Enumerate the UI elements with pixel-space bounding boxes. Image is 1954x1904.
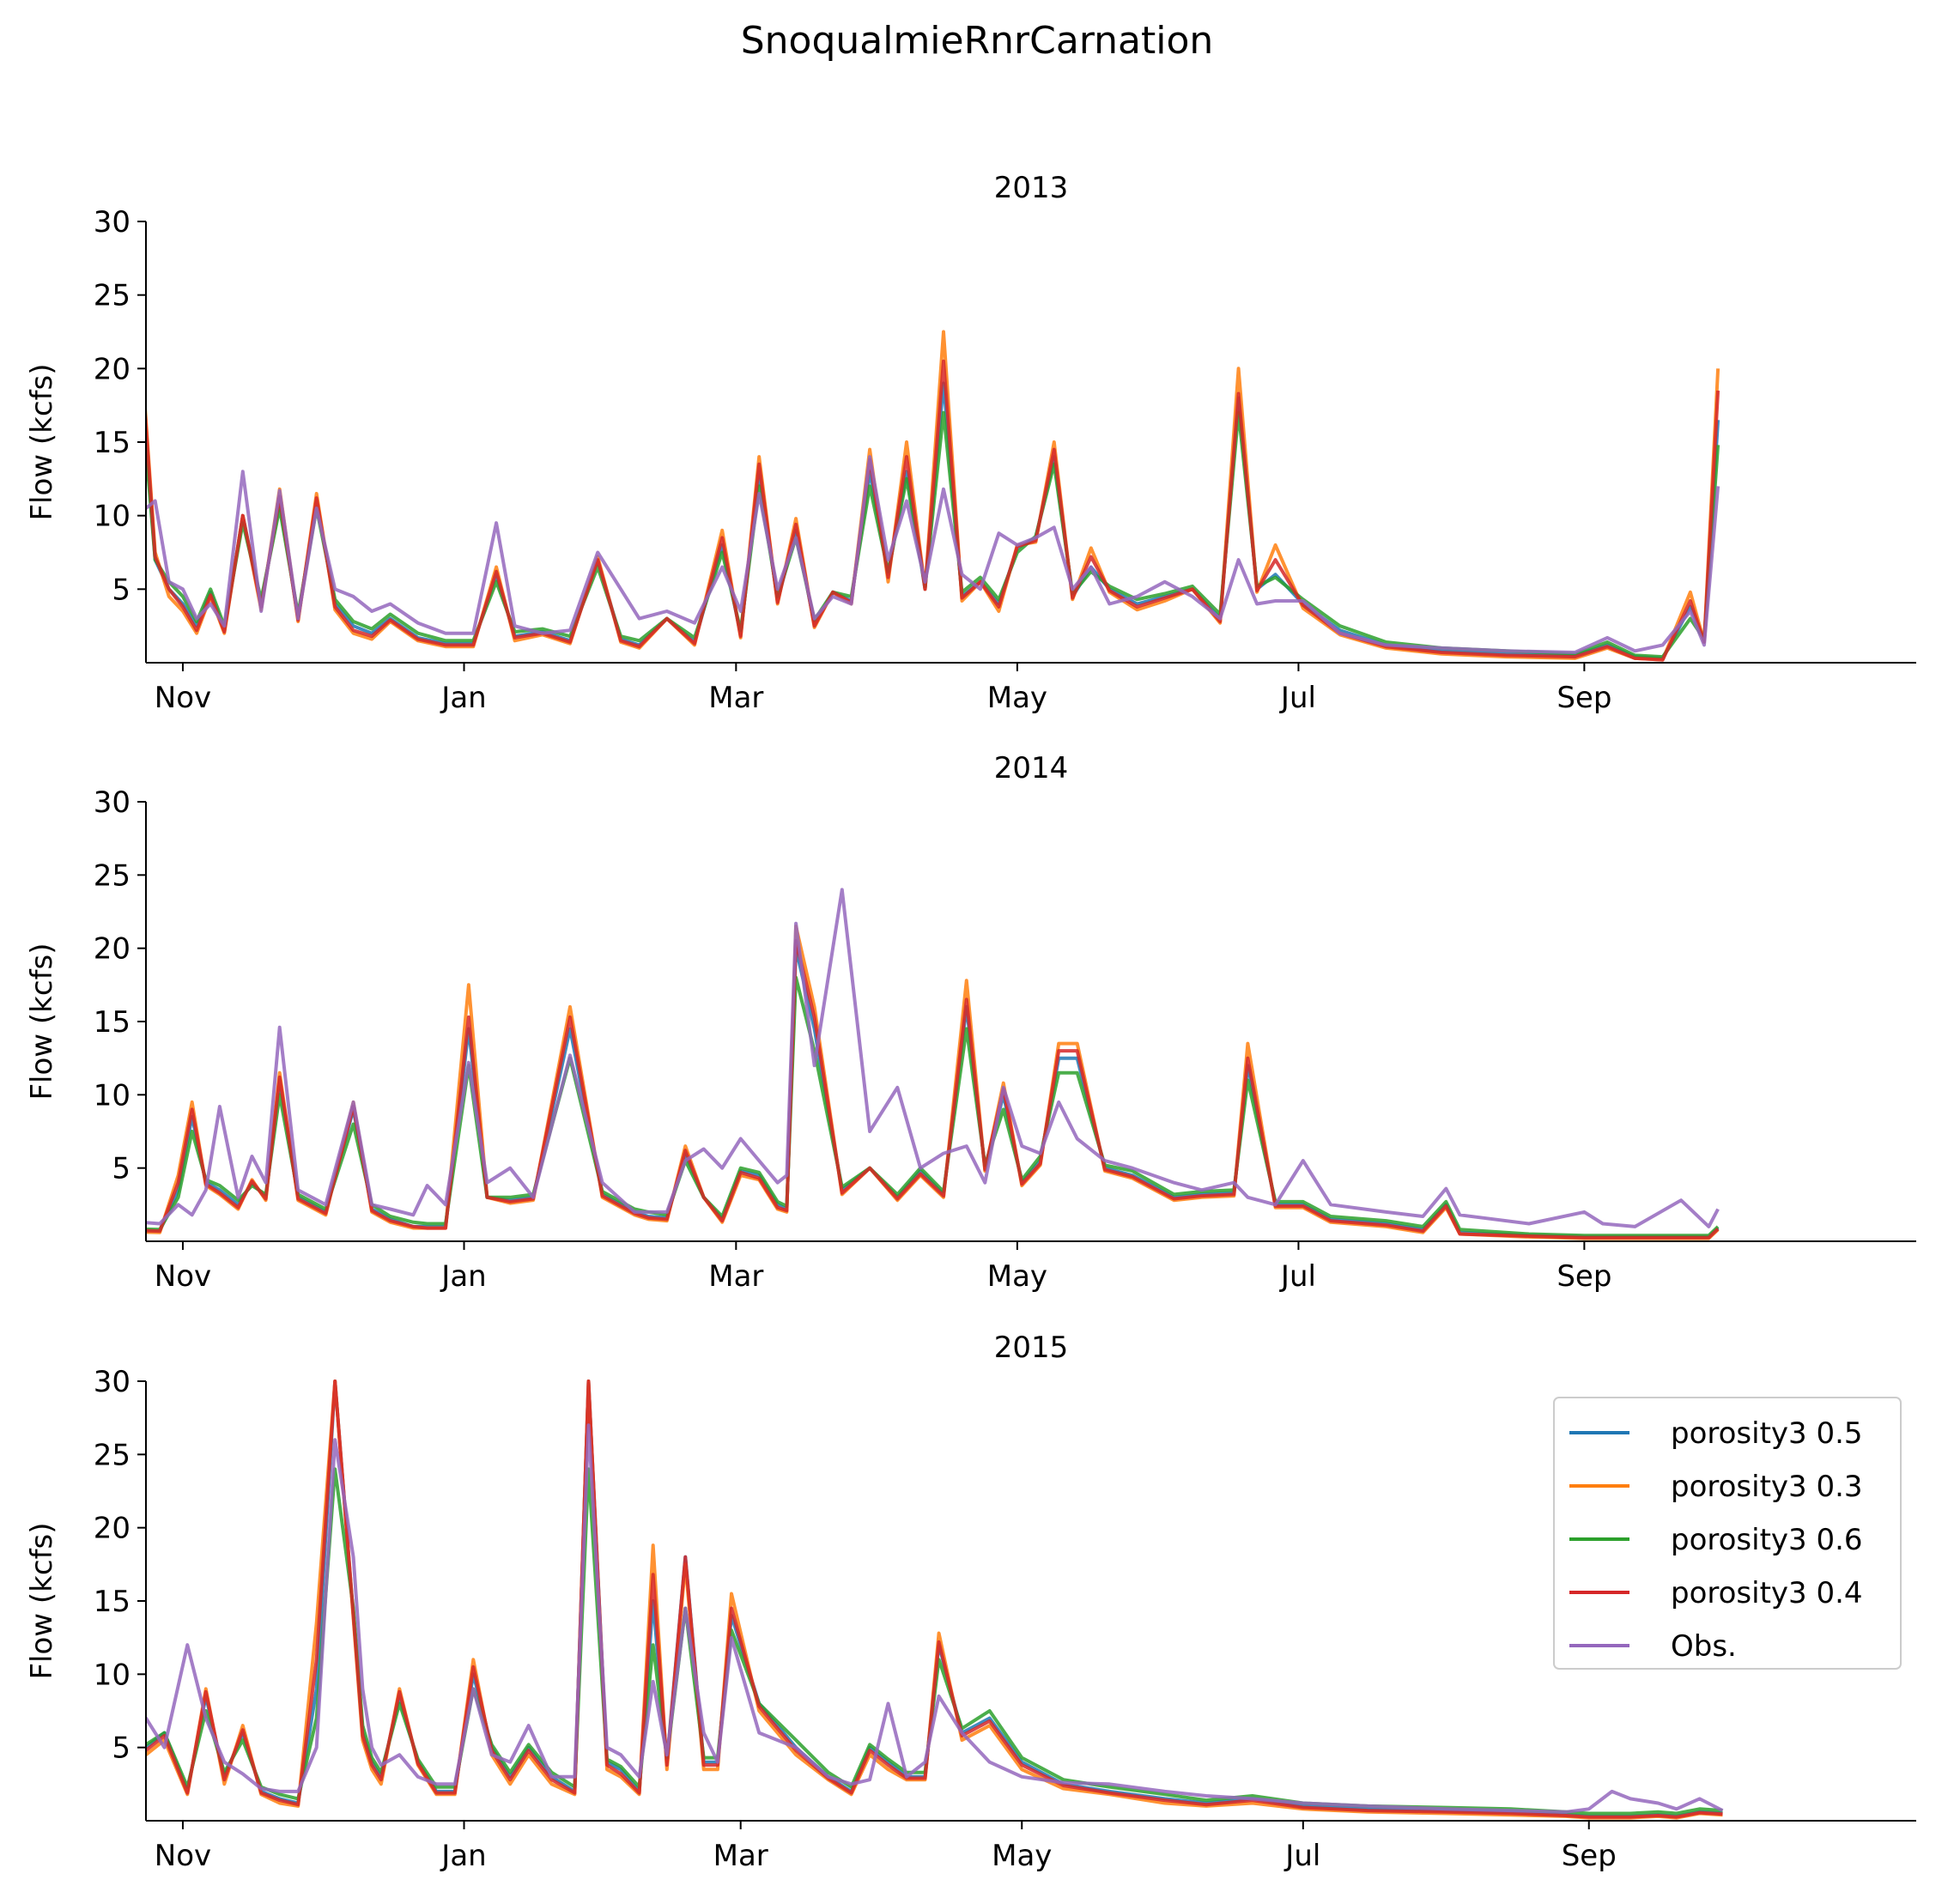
legend-label: porosity3 0.5 (1671, 1416, 1863, 1451)
x-tick-label: Sep (1557, 681, 1611, 715)
panel-2015: 2015 Flow (kcfs) 5 10 15 20 25 30 Nov Jan Mar May Ju… (25, 1331, 1916, 1873)
y-tick-label: 10 (94, 500, 130, 534)
y-axis-label: Flow (kcfs) (25, 363, 59, 520)
y-tick-label: 15 (94, 426, 130, 460)
y-tick-label: 15 (94, 1005, 130, 1040)
legend-label: porosity3 0.6 (1671, 1523, 1863, 1557)
series-line-obs (146, 1423, 1724, 1814)
y-axis-label: Flow (kcfs) (25, 1522, 59, 1679)
y-tick-label: 25 (94, 858, 130, 893)
x-tick-label: Jan (440, 1839, 486, 1873)
x-tick-label: May (987, 1259, 1047, 1294)
legend-label: Obs. (1671, 1629, 1737, 1664)
x-tick-label: Nov (155, 681, 211, 715)
y-tick-label: 30 (94, 205, 130, 240)
series-line-porosity3-0-3 (146, 925, 1720, 1240)
panel-title: 2013 (994, 171, 1069, 205)
x-tick-label: Mar (713, 1839, 768, 1873)
y-tick-label: 30 (94, 785, 130, 820)
series-group (146, 1379, 1724, 1820)
series-line-porosity3-0-5 (146, 946, 1720, 1239)
y-tick-label: 20 (94, 352, 130, 386)
y-tick-label: 20 (94, 1512, 130, 1546)
y-tick-label: 5 (112, 1731, 130, 1766)
x-tick-label: Mar (708, 1259, 763, 1294)
y-tick-label: 30 (94, 1365, 130, 1399)
x-tick-label: Nov (155, 1839, 211, 1873)
y-tick-label: 5 (112, 573, 130, 607)
legend-label: porosity3 0.3 (1671, 1470, 1863, 1504)
x-tick-label: Jan (440, 1259, 486, 1294)
legend-box (1553, 1397, 1902, 1670)
y-tick-label: 5 (112, 1152, 130, 1186)
series-line-porosity3-0-6 (146, 1467, 1723, 1816)
y-axis-label: Flow (kcfs) (25, 943, 59, 1100)
y-tick-label: 10 (94, 1658, 130, 1692)
x-tick-label: Sep (1557, 1259, 1611, 1294)
panel-title: 2014 (994, 751, 1069, 785)
series-line-porosity3-0-5 (146, 1379, 1723, 1818)
series-line-obs (146, 455, 1720, 654)
series-group (146, 888, 1720, 1240)
y-tick-label: 20 (94, 932, 130, 967)
x-tick-label: Jul (1279, 681, 1316, 715)
x-tick-label: Nov (155, 1259, 211, 1294)
series-line-obs (146, 888, 1720, 1228)
series-line-porosity3-0-4 (146, 939, 1720, 1240)
x-tick-label: Jul (1283, 1839, 1320, 1873)
series-group (146, 330, 1720, 662)
x-tick-label: Jan (440, 681, 486, 715)
legend-label: porosity3 0.4 (1671, 1576, 1863, 1610)
x-tick-label: May (987, 681, 1047, 715)
panel-2013: 2013 Flow (kcfs) 5 10 15 20 25 30 Nov Jan Mar May Ju… (25, 171, 1916, 715)
legend: porosity3 0.5 porosity3 0.3 porosity3 0.6 p… (1553, 1397, 1902, 1670)
series-line-porosity3-0-4 (146, 359, 1720, 662)
figure-title: SnoqualmieRnrCarnation (740, 19, 1214, 63)
series-line-porosity3-0-4 (146, 1379, 1723, 1819)
y-tick-label: 25 (94, 1438, 130, 1472)
x-tick-label: May (992, 1839, 1052, 1873)
panel-title: 2015 (994, 1331, 1069, 1365)
series-line-porosity3-0-6 (146, 975, 1720, 1238)
y-tick-label: 15 (94, 1585, 130, 1619)
x-tick-label: Jul (1279, 1259, 1316, 1294)
panel-2014: 2014 Flow (kcfs) 5 10 15 20 25 30 Nov Jan Mar May Ju… (25, 751, 1916, 1294)
y-tick-label: 25 (94, 279, 130, 313)
y-tick-label: 10 (94, 1078, 130, 1113)
x-tick-label: Mar (708, 681, 763, 715)
x-tick-label: Sep (1562, 1839, 1617, 1873)
